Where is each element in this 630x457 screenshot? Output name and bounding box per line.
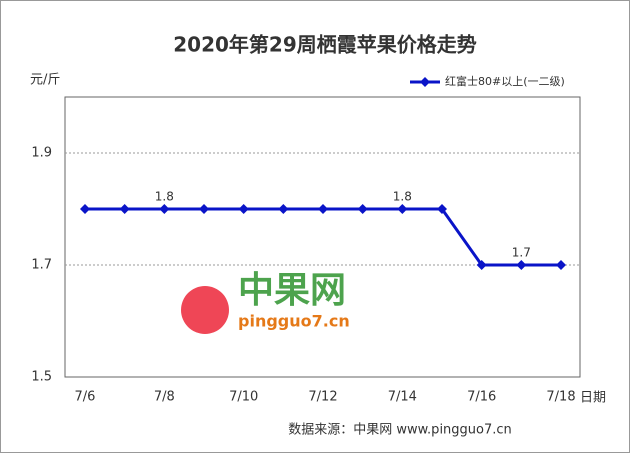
x-tick-label: 7/16 [467, 390, 496, 405]
watermark: 中果网 pingguo7.cn [181, 270, 350, 334]
watermark-logo [181, 286, 229, 334]
x-tick-label: 7/6 [75, 390, 96, 405]
point [437, 204, 447, 214]
point [278, 204, 289, 214]
y-tick-label: 1.9 [31, 146, 52, 161]
y-tick-label: 1.7 [31, 258, 52, 273]
y-tick-label: 1.5 [31, 370, 52, 385]
point [159, 204, 170, 214]
point [80, 204, 90, 214]
plot-area [64, 96, 581, 378]
legend-label: 红富士80#以上(一二级) [445, 74, 565, 88]
point [119, 204, 130, 214]
point [318, 204, 328, 214]
x-tick-label: 7/18 [546, 390, 575, 405]
source: 数据来源：中果网 www.pingguo7.cn [288, 423, 512, 438]
point [238, 204, 249, 214]
x-tick-label: 7/12 [308, 390, 337, 405]
x-tick-label: 7/10 [229, 390, 258, 405]
legend-marker [420, 77, 430, 87]
point [516, 260, 527, 270]
x-tick-label: 7/8 [154, 390, 175, 405]
x-tick-label: 7/14 [388, 390, 417, 405]
x-axis-label: 日期 [580, 391, 606, 406]
data-label: 1.8 [155, 190, 174, 204]
watermark-url: pingguo7.cn [238, 312, 350, 331]
chart-title: 2020年第29周栖霞苹果价格走势 [173, 33, 477, 57]
point [556, 260, 566, 270]
point [397, 204, 408, 214]
point [199, 204, 209, 214]
point [476, 260, 487, 270]
watermark-text: 中果网 [238, 270, 346, 311]
point [357, 204, 368, 214]
data-label: 1.7 [512, 246, 531, 260]
data-label: 1.8 [393, 190, 412, 204]
y-axis-label: 元/斤 [30, 73, 60, 88]
